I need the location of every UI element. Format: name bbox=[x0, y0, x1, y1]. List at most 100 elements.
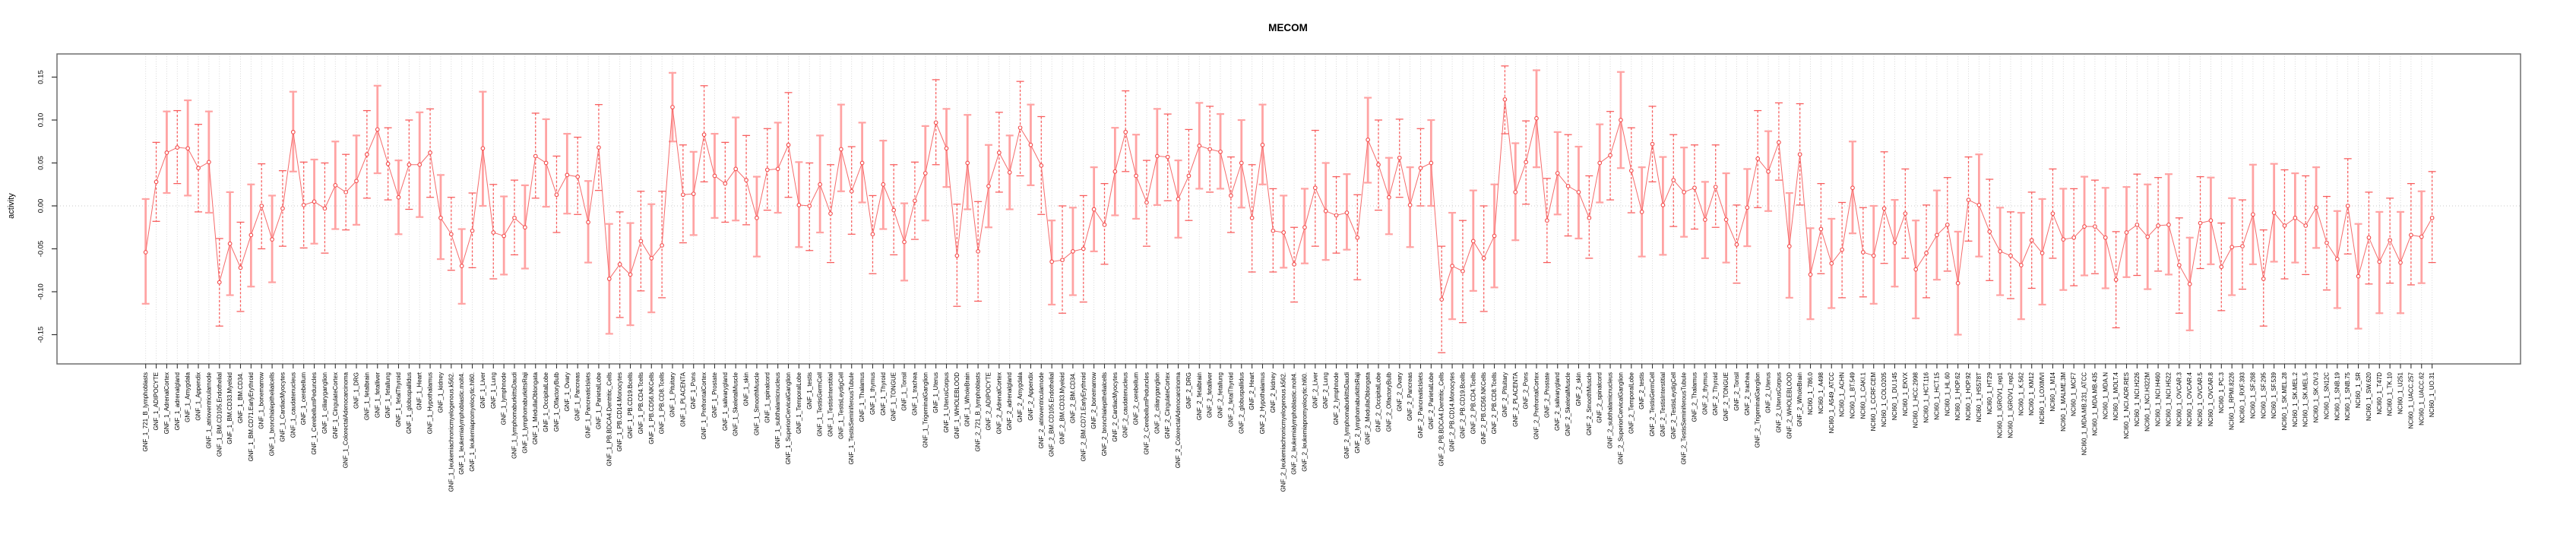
data-point bbox=[638, 239, 644, 244]
y-tick-label: 0.05 bbox=[37, 156, 46, 170]
data-point bbox=[185, 146, 191, 151]
data-point bbox=[1407, 203, 1413, 207]
data-point bbox=[1239, 160, 1244, 166]
y-tick-label: -0.10 bbox=[37, 283, 46, 300]
data-point bbox=[764, 167, 770, 172]
x-tick-label: NCI60_1_OVCAR.3 bbox=[2176, 372, 2182, 426]
data-point bbox=[322, 206, 328, 211]
x-tick-label: GNF_2_fetallung bbox=[1217, 372, 1224, 418]
x-tick-label: GNF_2_Lung bbox=[1322, 372, 1329, 409]
x-tick-label: GNF_2_ParietalLobe bbox=[1428, 372, 1435, 429]
x-tick-label: GNF_2_TestisSeminiferousTubule bbox=[1681, 372, 1688, 464]
x-tick-label: GNF_2_WholeBrain bbox=[1796, 372, 1803, 427]
data-point bbox=[755, 215, 759, 220]
data-point bbox=[1344, 210, 1350, 215]
data-point bbox=[701, 132, 707, 138]
y-tick-label: 0.15 bbox=[37, 70, 46, 84]
x-tick-label: GNF_2_ColorectalAdenocarcinoma bbox=[1175, 372, 1182, 468]
x-tick-label: GNF_2_leukemialymphoblastic.molt4. bbox=[1291, 372, 1298, 475]
x-tick-label: NCI60_1_HCT.15 bbox=[1933, 372, 1940, 419]
data-point bbox=[1955, 280, 1960, 286]
chart-title: MECOM bbox=[1268, 22, 1308, 33]
x-tick-label: GNF_1_ciliaryganglion bbox=[321, 372, 328, 434]
data-point bbox=[870, 232, 875, 237]
x-tick-label: NCI60_1_CCRF.CEM bbox=[1870, 372, 1877, 432]
x-tick-label: NCI60_1_MALME.3M bbox=[2060, 372, 2067, 432]
data-point bbox=[1734, 242, 1739, 247]
data-point bbox=[670, 105, 675, 109]
x-tick-label: NCI60_1_IGROV1_rep2 bbox=[2007, 372, 2014, 438]
x-tick-label: NCI60_1_SW.620 bbox=[2366, 372, 2372, 421]
data-point bbox=[354, 179, 359, 184]
x-tick-label: GNF_2_Pons bbox=[1523, 372, 1530, 409]
x-tick-label: GNF_1_TemporalLobe bbox=[796, 372, 802, 433]
x-tick-label: GNF_2_Pancreas bbox=[1407, 372, 1413, 421]
x-tick-label: GNF_2_Ovary bbox=[1396, 372, 1403, 412]
data-point bbox=[2050, 211, 2055, 217]
x-tick-label: NCI60_1_RPMI.8226 bbox=[2229, 372, 2236, 430]
x-tick-label: NCI60_1_MOLT.4 bbox=[2112, 372, 2119, 420]
x-tick-label: GNF_1_ColorectalAdenocarcinoma bbox=[343, 372, 350, 468]
data-point bbox=[1302, 225, 1307, 230]
chart-root: -0.15 -0.10 -0.05 0.00 0.05 0.10 0.15 GNF_1_721… bbox=[37, 53, 2521, 492]
x-tick-label: GNF_2_SmoothMuscle bbox=[1586, 372, 1593, 435]
data-point bbox=[480, 146, 486, 151]
x-tick-label: GNF_2_Hypothalamus bbox=[1259, 372, 1266, 434]
x-tick-label: NCI60_1_MCF7 bbox=[2071, 372, 2078, 416]
data-point bbox=[1218, 149, 1223, 154]
x-tick-label: GNF_1_Lung bbox=[490, 372, 497, 409]
data-point bbox=[1924, 251, 1929, 256]
x-tick-label: GNF_2_atrioventricularnode bbox=[1038, 372, 1045, 448]
x-tick-label: NCI60_1_EKVX bbox=[1902, 372, 1909, 416]
x-tick-label: GNF_2_lymphnode bbox=[1333, 372, 1340, 425]
data-point bbox=[301, 203, 306, 207]
data-point bbox=[575, 174, 581, 179]
data-point bbox=[459, 264, 464, 268]
data-point bbox=[996, 150, 1002, 155]
y-tick-label: 0.00 bbox=[37, 199, 46, 213]
x-tick-label: NCI60_1_DU.145 bbox=[1891, 372, 1898, 420]
x-tick-label: NCI60_1_KM12 bbox=[2028, 372, 2035, 415]
data-point bbox=[1229, 193, 1233, 198]
x-tick-label: NCI60_1_OVCAR.8 bbox=[2207, 372, 2214, 426]
data-point bbox=[965, 160, 970, 166]
data-point bbox=[175, 145, 180, 150]
x-tick-label: GNF_1_Appendix bbox=[195, 372, 202, 421]
x-tick-label: GNF_2_721_B_lymphoblasts bbox=[975, 372, 982, 452]
x-tick-label: GNF_2_Appendix bbox=[1027, 372, 1034, 421]
data-point bbox=[1049, 259, 1055, 264]
data-point bbox=[543, 160, 549, 166]
x-tick-label: GNF_2_TONGUE bbox=[1723, 372, 1729, 421]
x-tick-label: GNF_2_caudatenucleus bbox=[1122, 372, 1129, 438]
data-point bbox=[1260, 142, 1265, 147]
data-point bbox=[2334, 257, 2340, 261]
x-tick-label: NCI60_1_SR bbox=[2355, 372, 2362, 408]
data-point bbox=[1840, 247, 1844, 252]
x-tick-label: GNF_2_BM.CD71.EarlyErythroid bbox=[1080, 372, 1087, 461]
x-tick-label: GNF_2_MedullaOblongata bbox=[1365, 372, 1372, 444]
x-tick-label: NCI60_1_PC.3 bbox=[2218, 372, 2225, 413]
x-tick-label: GNF_1_Hypothalamus bbox=[427, 372, 434, 434]
data-point bbox=[1460, 269, 1465, 274]
x-tick-label: GNF_1_OlfactoryBulb bbox=[553, 372, 560, 432]
x-tick-label: GNF_1_leukemiachronicmyelogenous.k562. bbox=[448, 372, 454, 492]
x-tick-label: NCI60_1_IGROV1_rep1 bbox=[1997, 372, 2004, 438]
x-tick-label: GNF_2_fetalThyroid bbox=[1227, 372, 1234, 427]
data-point bbox=[1154, 153, 1160, 159]
data-point bbox=[2229, 245, 2235, 250]
x-tick-label: NCI60_1_SF.268 bbox=[2249, 372, 2256, 418]
x-tick-label: GNF_1_CingulateCortex bbox=[332, 372, 339, 439]
x-tick-label: GNF_1_Amygdala bbox=[185, 372, 191, 422]
data-point bbox=[849, 188, 854, 194]
data-point bbox=[1197, 144, 1202, 148]
x-tick-label: GNF_1_TestisInterstitial bbox=[827, 372, 834, 437]
x-tick-label: GNF_1_TestisLeydigCell bbox=[837, 372, 844, 439]
x-tick-label: GNF_1_leukemiapromyelocytic.hl60. bbox=[469, 372, 476, 472]
data-point bbox=[1397, 155, 1402, 160]
x-tick-label: GNF_1_SmoothMuscle bbox=[753, 372, 760, 435]
x-tick-label: GNF_1_TestisGermCell bbox=[817, 372, 824, 437]
x-tick-label: NCI60_1_TK.10 bbox=[2387, 372, 2394, 416]
x-tick-label: GNF_1_ParietalLobe bbox=[595, 372, 602, 429]
data-point bbox=[153, 179, 159, 185]
x-tick-label: GNF_1_kidney bbox=[437, 372, 444, 413]
